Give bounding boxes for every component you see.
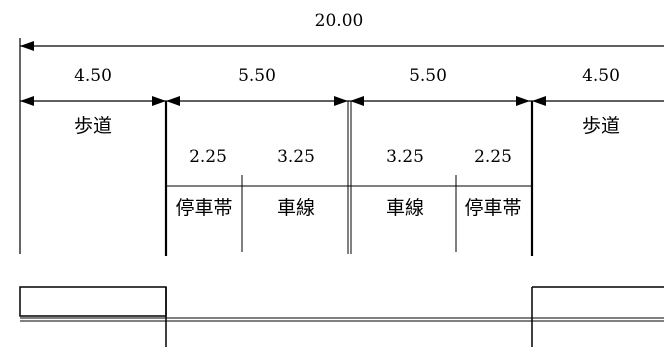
lane-width-parking-right: 2.25 — [474, 147, 512, 167]
sidewalk-label-right: 歩道 — [582, 115, 620, 137]
lane-label-traffic-left: 車線 — [277, 197, 315, 219]
section-width-carriageway-left: 5.50 — [238, 66, 276, 86]
arrowhead — [166, 96, 180, 106]
lane-width-traffic-left: 3.25 — [277, 147, 315, 167]
road-profile — [19, 286, 664, 347]
sidewalk-block-left — [19, 286, 167, 317]
arrowhead — [350, 96, 364, 106]
lane-width-parking-left: 2.25 — [189, 147, 227, 167]
total-dimension-arrowhead — [20, 41, 34, 51]
section-width-sidewalk-left: 4.50 — [74, 66, 112, 86]
arrowhead — [152, 96, 166, 106]
total-width-dimension: 20.00 — [20, 11, 664, 51]
section-width-carriageway-right: 5.50 — [409, 66, 447, 86]
section-dimension-line: 4.50 5.50 5.50 4.50 歩道 歩道 — [20, 66, 664, 137]
arrowhead — [20, 96, 34, 106]
total-width-value: 20.00 — [315, 11, 364, 31]
section-width-sidewalk-right: 4.50 — [582, 66, 620, 86]
lane-label-traffic-right: 車線 — [386, 197, 424, 219]
sidewalk-label-left: 歩道 — [74, 115, 112, 137]
lane-breakdown: 2.25 3.25 3.25 2.25 停車帯 車線 車線 停車帯 — [166, 147, 532, 252]
arrowhead — [334, 96, 348, 106]
lane-label-parking-right: 停車帯 — [464, 197, 521, 219]
arrowhead — [532, 96, 546, 106]
arrowhead — [516, 96, 530, 106]
lane-width-traffic-right: 3.25 — [386, 147, 424, 167]
lane-label-parking-left: 停車帯 — [175, 197, 232, 219]
boundary-lines — [19, 38, 534, 256]
